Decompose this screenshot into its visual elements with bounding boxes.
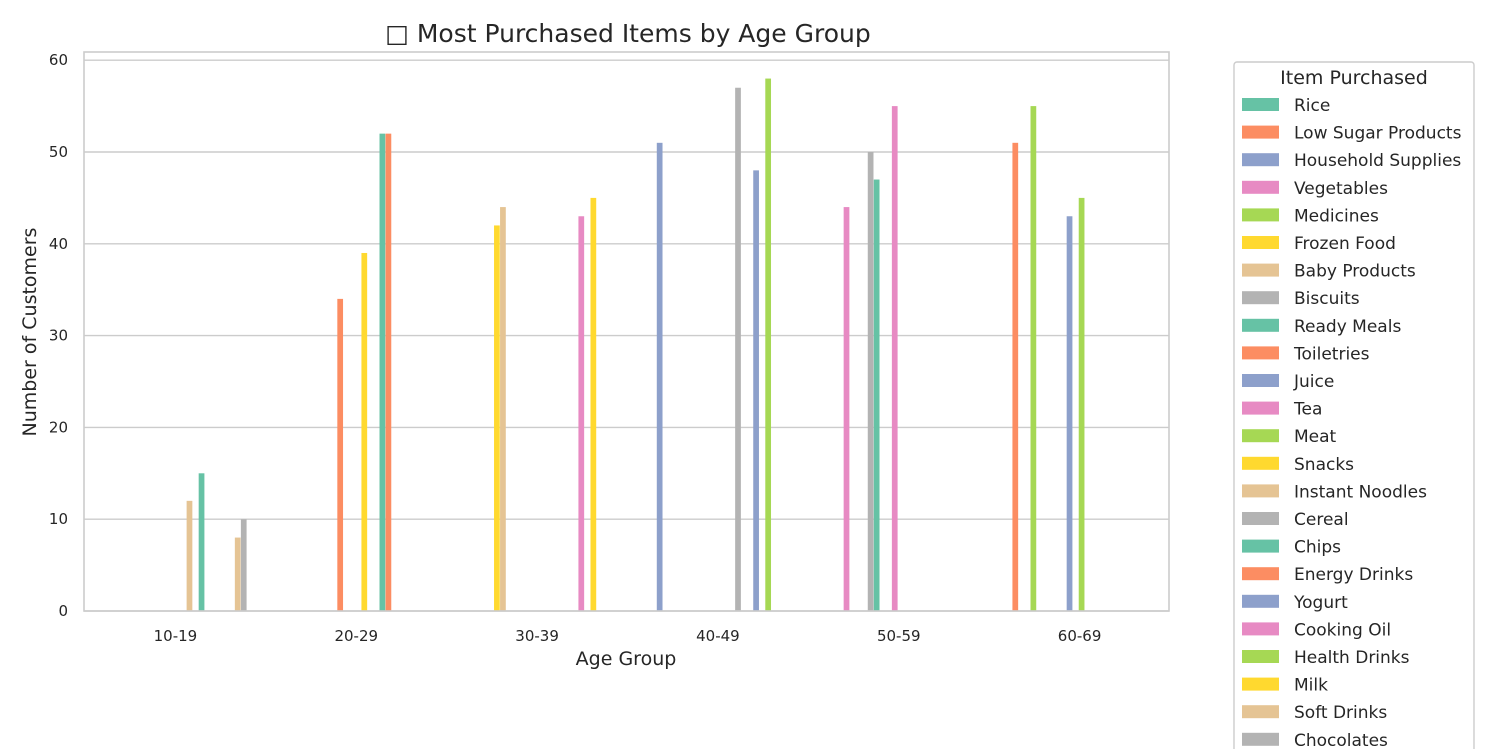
bar: Frozen Food: 42 [494,225,500,611]
y-axis-ticks: 0 10 20 30 40 50 60 [49,51,68,620]
y-axis-label: Number of Customers [19,228,41,437]
bar: Yogurt: 48 [753,170,759,612]
y-tick-label: 0 [58,602,68,620]
y-tick-label: 20 [49,418,68,436]
legend-label: Energy Drinks [1294,565,1413,585]
legend-label: Chips [1294,538,1341,558]
legend-label: Household Supplies [1294,151,1461,171]
legend-label: Vegetables [1294,179,1388,199]
legend-swatch [1242,291,1279,305]
y-tick-label: 10 [49,510,68,528]
x-axis-ticks: 10-19 20-29 30-39 40-49 50-59 60-69 [154,627,1102,645]
bar: Juice: 43 [1066,216,1073,611]
legend-label: Snacks [1294,455,1354,475]
bar: Snacks: 39 [361,252,368,612]
bar: Chips: 52 [379,133,386,611]
bar: Tea: 55 [891,106,898,611]
x-tick-label: 40-49 [696,627,740,645]
legend-label: Juice [1293,372,1334,392]
legend-swatch [1242,594,1279,608]
bar: Toiletries: 34 [337,298,344,611]
legend-box [1233,61,1475,749]
plot-frame [83,51,1170,612]
legend-swatch [1242,732,1279,746]
legend-label: Yogurt [1293,593,1348,613]
legend-swatch [1242,567,1279,581]
legend-label: Tea [1293,400,1322,420]
legend-swatch [1242,153,1279,167]
legend-swatch [1242,650,1279,663]
legend-swatch [1242,263,1279,277]
x-axis-label: Age Group [576,648,677,670]
bar: Instant Noodles: 12 [186,500,193,611]
bar: Medicines: 55 [1030,106,1037,611]
y-tick-label: 40 [49,235,68,253]
legend-swatch [1242,456,1279,470]
bar: Meat: 45 [1078,197,1085,611]
legend-swatch [1242,401,1279,415]
bar: Health Drinks: 58 [765,78,772,611]
legend-swatch [1242,429,1279,443]
legend-label: Cereal [1294,510,1349,530]
legend-swatch [1242,208,1279,222]
bar: Cooking Oil: 43 [578,216,585,611]
bar: Cereal: 57 [735,87,741,612]
legend-swatch [1242,236,1279,249]
legend-label: Frozen Food [1294,234,1396,254]
legend-label: Health Drinks [1294,648,1410,668]
legend-label: Biscuits [1294,289,1360,309]
legend-swatch [1242,539,1279,553]
x-tick-label: 30-39 [515,627,559,645]
bar: Chocolates: 10 [240,519,247,611]
legend: Item Purchased Rice Low Sugar Products Hou… [1233,61,1475,749]
x-tick-label: 50-59 [877,627,921,645]
y-tick-label: 50 [49,143,68,161]
legend-label: Meat [1294,427,1337,447]
y-tick-label: 60 [49,51,68,69]
legend-swatch [1242,374,1279,387]
legend-swatch [1242,98,1279,111]
legend-label: Low Sugar Products [1294,124,1462,144]
legend-swatch [1242,125,1279,139]
legend-label: Chocolates [1294,731,1388,749]
legend-title: Item Purchased [1280,67,1428,89]
bar: Milk: 45 [590,197,597,611]
bar: Household Supplies: 51 [656,142,663,611]
y-tick-label: 30 [49,327,68,345]
chart-title: □ Most Purchased Items by Age Group [385,19,870,48]
legend-label: Medicines [1294,206,1379,226]
legend-swatch [1242,484,1279,498]
bar: Energy Drinks: 52 [385,133,392,611]
legend-swatch [1242,705,1279,719]
bar: Soft Drinks: 8 [234,537,241,611]
bar: Baby Products: 44 [500,207,506,611]
x-tick-label: 10-19 [154,627,198,645]
x-tick-label: 20-29 [334,627,378,645]
legend-label: Soft Drinks [1294,703,1387,723]
bar: Ready Meals: 47 [873,179,880,612]
bars: Instant Noodles: 12 Chips: 15 Soft Drinks:… [186,78,1085,612]
x-tick-label: 60-69 [1058,627,1102,645]
legend-swatch [1242,677,1279,691]
y-gridlines [84,59,1169,612]
legend-label: Milk [1294,676,1328,696]
legend-label: Toiletries [1293,344,1370,364]
legend-swatch [1242,622,1279,636]
bar: Low Sugar Products: 51 [1012,142,1019,611]
legend-label: Cooking Oil [1294,620,1391,640]
bar: Biscuits: 50 [867,152,874,611]
legend-swatch [1242,346,1279,360]
bar: Chips: 15 [198,473,205,611]
bar: Vegetables: 44 [843,207,850,611]
legend-label: Ready Meals [1294,317,1401,337]
legend-swatch [1242,318,1279,332]
legend-label: Rice [1294,96,1330,116]
legend-label: Baby Products [1294,262,1416,282]
legend-swatch [1242,180,1279,194]
legend-label: Instant Noodles [1294,482,1427,502]
legend-swatch [1242,512,1279,525]
